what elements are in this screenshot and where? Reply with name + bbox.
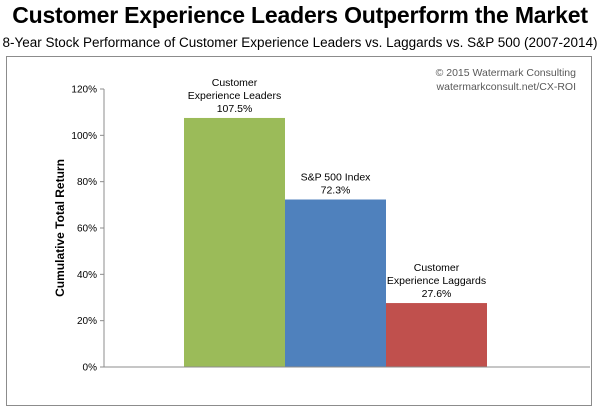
chart-title: Customer Experience Leaders Outperform t… (12, 2, 588, 28)
bar-label: Customer (414, 262, 460, 274)
data-label: 72.3% (321, 185, 351, 197)
y-tick-label: 0% (83, 363, 98, 374)
y-axis-title: Cumulative Total Return (53, 159, 67, 297)
chart-subtitle: 8-Year Stock Performance of Customer Exp… (2, 35, 598, 50)
y-tick-label: 20% (77, 316, 97, 327)
bar-label: Experience Laggards (387, 275, 486, 287)
y-tick-label: 80% (77, 177, 97, 188)
chart-frame (6, 56, 592, 406)
y-tick-label: 40% (77, 270, 97, 281)
bar-label: S&P 500 Index (301, 172, 372, 184)
source-url: watermarkconsult.net/CX-ROI (436, 81, 576, 93)
data-label: 107.5% (217, 103, 253, 115)
y-tick-label: 120% (71, 85, 97, 96)
bar (285, 199, 386, 367)
y-tick-label: 60% (77, 224, 97, 235)
y-tick-label: 100% (71, 131, 97, 142)
copyright-notice: © 2015 Watermark Consulting watermarkcon… (0, 66, 576, 94)
bar-label: Experience Leaders (188, 90, 281, 102)
bar (386, 303, 487, 367)
copyright-line: © 2015 Watermark Consulting (435, 67, 576, 79)
bar-label: Customer (212, 77, 258, 89)
data-label: 27.6% (422, 288, 452, 300)
bar (184, 117, 285, 367)
